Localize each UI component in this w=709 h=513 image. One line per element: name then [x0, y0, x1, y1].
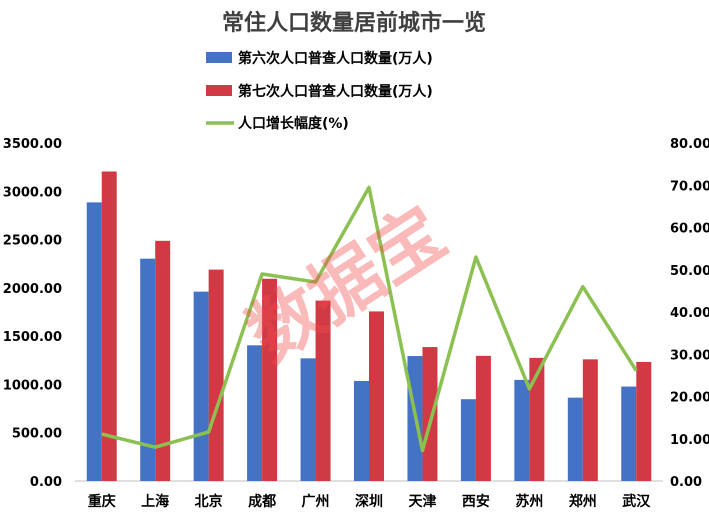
- left-axis-ticks: 0.00 500.00 1000.00 1500.00 2000.00 2500.00 30…: [3, 137, 62, 490]
- category-label: 重庆: [88, 493, 116, 510]
- bar-6th-census: [621, 386, 637, 481]
- bar-7th-census: [262, 278, 278, 481]
- chart-title: 常住人口数量居前城市一览: [222, 10, 486, 36]
- category-label: 深圳: [355, 493, 383, 510]
- bar-7th-census: [636, 361, 652, 481]
- bar-7th-census: [101, 171, 117, 481]
- category-label: 广州: [302, 493, 330, 510]
- bar-6th-census: [300, 358, 316, 481]
- legend: 第六次人口普查人口数量(万人) 第七次人口普查人口数量(万人) 人口增长幅度(%…: [206, 50, 433, 132]
- bar-6th-census: [354, 380, 369, 481]
- category-label: 郑州: [569, 493, 597, 510]
- right-tick-label: 10.00: [670, 433, 709, 448]
- left-tick-label: 0.00: [30, 475, 62, 490]
- right-tick-label: 80.00: [670, 137, 709, 152]
- right-tick-label: 20.00: [670, 391, 709, 406]
- left-tick-label: 2500.00: [3, 234, 62, 249]
- bar-7th-census: [208, 269, 224, 481]
- right-tick-label: 40.00: [670, 306, 709, 321]
- growth-line-layer: [101, 185, 638, 453]
- bar-7th-census: [529, 357, 545, 481]
- category-label: 成都: [248, 493, 276, 510]
- bar-6th-census: [567, 397, 583, 481]
- bar-6th-census: [460, 399, 476, 481]
- legend-label-growth: 人口增长幅度(%): [238, 115, 349, 132]
- bar-6th-census: [514, 379, 530, 481]
- bar-6th-census: [193, 291, 209, 481]
- growth-line: [101, 185, 638, 453]
- category-label: 上海: [141, 493, 169, 510]
- left-tick-label: 3500.00: [3, 137, 62, 152]
- category-label: 天津: [408, 493, 436, 510]
- right-tick-label: 0.00: [670, 475, 702, 490]
- bar-7th-census: [582, 359, 598, 481]
- category-label: 西安: [462, 493, 490, 510]
- bar-6th-census: [86, 202, 102, 482]
- left-tick-label: 2000.00: [3, 282, 62, 297]
- bar-7th-census: [475, 355, 491, 481]
- bar-7th-census: [422, 347, 438, 481]
- right-tick-label: 30.00: [670, 348, 709, 363]
- left-tick-label: 500.00: [12, 427, 62, 442]
- bar-7th-census: [369, 311, 384, 481]
- right-tick-label: 50.00: [670, 264, 709, 279]
- bars: [86, 171, 652, 482]
- bar-6th-census: [140, 258, 156, 481]
- legend-swatch-series-7th: [206, 85, 232, 96]
- category-label: 武汉: [622, 493, 651, 510]
- category-label: 苏州: [515, 493, 543, 510]
- left-tick-label: 3000.00: [3, 185, 62, 200]
- left-tick-label: 1000.00: [3, 378, 62, 393]
- left-tick-label: 1500.00: [3, 330, 62, 345]
- category-label: 北京: [195, 493, 223, 510]
- legend-label-series-6th: 第六次人口普查人口数量(万人): [238, 50, 433, 67]
- legend-swatch-series-6th: [206, 52, 232, 63]
- legend-label-series-7th: 第七次人口普查人口数量(万人): [238, 83, 433, 100]
- bar-6th-census: [247, 345, 263, 481]
- right-axis-ticks: 0.00 10.00 20.00 30.00 40.00 50.00 60.00 70.00 8…: [670, 137, 709, 490]
- bar-7th-census: [155, 240, 171, 481]
- category-labels: 重庆 上海 北京 成都 广州 深圳 天津 西安 苏州 郑州 武汉: [88, 493, 652, 510]
- right-tick-label: 70.00: [670, 179, 709, 194]
- bar-7th-census: [315, 300, 331, 481]
- right-tick-label: 60.00: [670, 222, 709, 237]
